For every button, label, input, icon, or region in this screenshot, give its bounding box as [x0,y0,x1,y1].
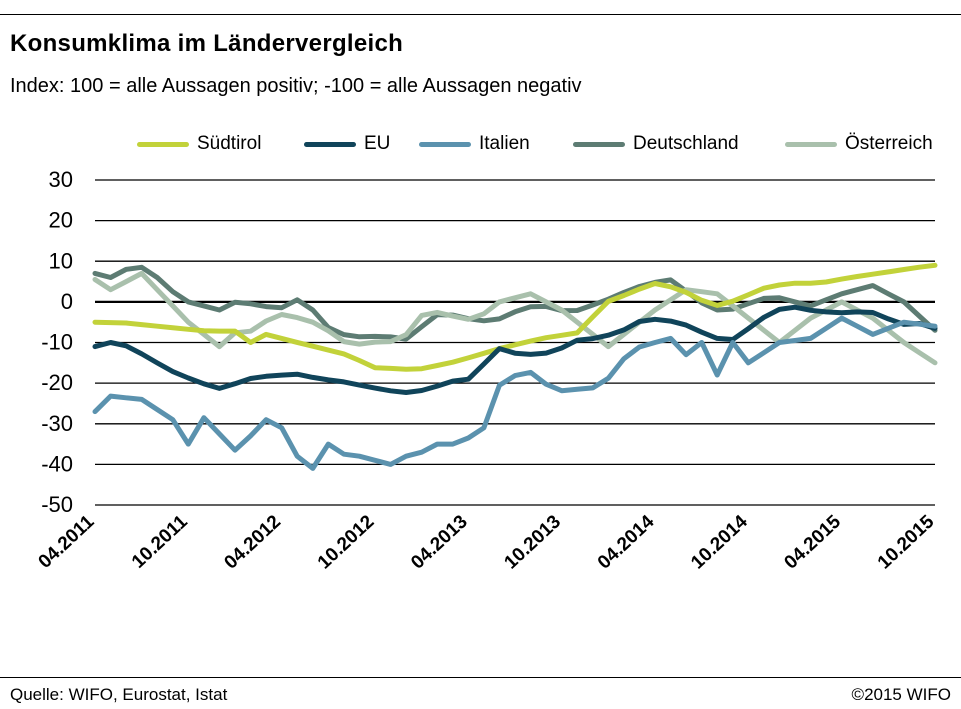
svg-text:04.2012: 04.2012 [221,511,286,573]
svg-text:10.2013: 10.2013 [501,511,566,573]
svg-text:-40: -40 [41,451,73,476]
svg-text:20: 20 [49,208,73,233]
svg-text:30: 30 [49,167,73,192]
svg-text:10: 10 [49,248,73,273]
svg-text:-10: -10 [41,330,73,355]
svg-text:0: 0 [61,289,73,314]
svg-text:-20: -20 [41,370,73,395]
svg-text:04.2013: 04.2013 [407,511,472,573]
svg-text:04.2011: 04.2011 [35,511,99,573]
svg-text:04.2014: 04.2014 [594,511,659,573]
svg-text:10.2015: 10.2015 [874,511,939,573]
svg-text:10.2012: 10.2012 [314,511,379,573]
svg-text:04.2015: 04.2015 [781,511,846,573]
svg-text:10.2014: 10.2014 [687,511,752,573]
svg-text:10.2011: 10.2011 [128,511,192,573]
svg-text:-50: -50 [41,492,73,517]
svg-text:-30: -30 [41,411,73,436]
